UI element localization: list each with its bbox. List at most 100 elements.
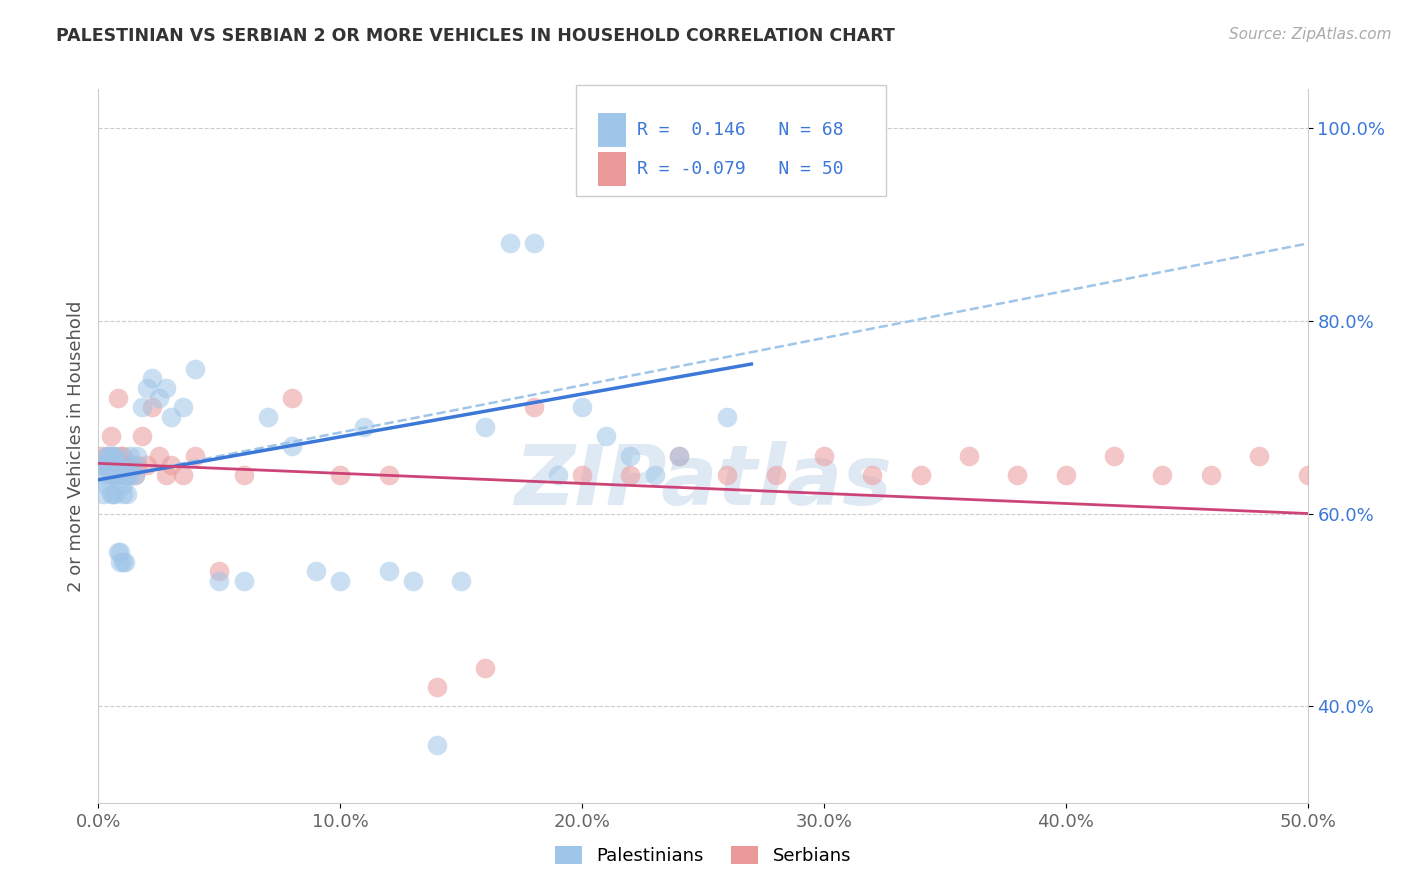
Point (1199, 467, 1222, 482)
Point (281, 391, 304, 405)
Point (90, 449, 112, 463)
Point (172, 467, 194, 482)
Y-axis label: 2 or more Vehicles in Household: 2 or more Vehicles in Household (66, 301, 84, 591)
Point (91, 458, 114, 473)
Point (111, 449, 134, 463)
Point (256, 410, 278, 425)
Point (124, 467, 146, 482)
Point (813, 449, 835, 463)
Point (104, 458, 127, 473)
Point (108, 545, 131, 559)
Point (117, 467, 139, 482)
Point (860, 467, 883, 482)
Point (716, 467, 738, 482)
Point (619, 449, 641, 463)
Point (184, 362, 207, 376)
Point (668, 449, 690, 463)
Point (135, 381, 157, 395)
Point (118, 467, 141, 482)
Point (1296, 467, 1319, 482)
Point (114, 458, 136, 473)
Point (426, 680, 449, 694)
Point (104, 467, 127, 482)
Point (107, 391, 129, 405)
Point (107, 458, 129, 473)
Point (172, 401, 194, 415)
Point (124, 467, 146, 482)
Point (97, 458, 120, 473)
Point (474, 419, 496, 434)
Point (155, 467, 177, 482)
Point (107, 467, 129, 482)
Point (108, 555, 131, 569)
Point (117, 487, 139, 501)
Point (1054, 467, 1077, 482)
Point (148, 391, 170, 405)
Point (97, 449, 120, 463)
Point (668, 449, 690, 463)
Point (305, 565, 328, 579)
Point (155, 381, 177, 395)
Point (97, 467, 120, 482)
Point (1152, 467, 1174, 482)
Point (571, 401, 593, 415)
Point (426, 738, 449, 752)
Legend: Palestinians, Serbians: Palestinians, Serbians (548, 838, 858, 872)
Point (1249, 449, 1271, 463)
Point (910, 467, 932, 482)
Point (118, 458, 141, 473)
Text: ZIPatlas: ZIPatlas (515, 442, 891, 522)
Point (121, 458, 143, 473)
Point (101, 449, 124, 463)
Point (353, 419, 375, 434)
Point (595, 429, 617, 443)
Text: Source: ZipAtlas.com: Source: ZipAtlas.com (1229, 27, 1392, 42)
Point (160, 458, 183, 473)
Point (91, 487, 114, 501)
Point (104, 467, 127, 482)
Point (104, 449, 127, 463)
Point (184, 449, 207, 463)
Point (232, 467, 254, 482)
Point (94, 449, 117, 463)
Text: R = -0.079   N = 50: R = -0.079 N = 50 (637, 161, 844, 178)
Point (208, 574, 231, 588)
Point (104, 487, 127, 501)
Point (108, 467, 131, 482)
Point (127, 449, 149, 463)
Point (329, 467, 352, 482)
Point (108, 449, 131, 463)
Text: PALESTINIAN VS SERBIAN 2 OR MORE VEHICLES IN HOUSEHOLD CORRELATION CHART: PALESTINIAN VS SERBIAN 2 OR MORE VEHICLE… (56, 27, 896, 45)
Point (148, 449, 170, 463)
Point (107, 545, 129, 559)
Point (111, 487, 134, 501)
Point (100, 467, 122, 482)
Point (100, 467, 122, 482)
Point (160, 410, 183, 425)
Point (104, 458, 127, 473)
Point (644, 467, 666, 482)
Point (619, 467, 641, 482)
Point (111, 555, 134, 569)
Point (101, 487, 124, 501)
Point (100, 449, 122, 463)
Point (765, 467, 787, 482)
Point (957, 449, 980, 463)
Point (117, 467, 139, 482)
Point (208, 565, 231, 579)
Point (94, 458, 117, 473)
Point (523, 236, 546, 251)
Point (97, 449, 120, 463)
Text: R =  0.146   N = 68: R = 0.146 N = 68 (637, 121, 844, 139)
Point (498, 236, 520, 251)
Point (141, 401, 163, 415)
Point (523, 401, 546, 415)
Point (1007, 467, 1029, 482)
Point (94, 458, 117, 473)
Point (1102, 449, 1125, 463)
Point (377, 565, 399, 579)
Point (101, 458, 124, 473)
Point (111, 477, 134, 491)
Point (474, 661, 496, 675)
Point (94, 477, 117, 491)
